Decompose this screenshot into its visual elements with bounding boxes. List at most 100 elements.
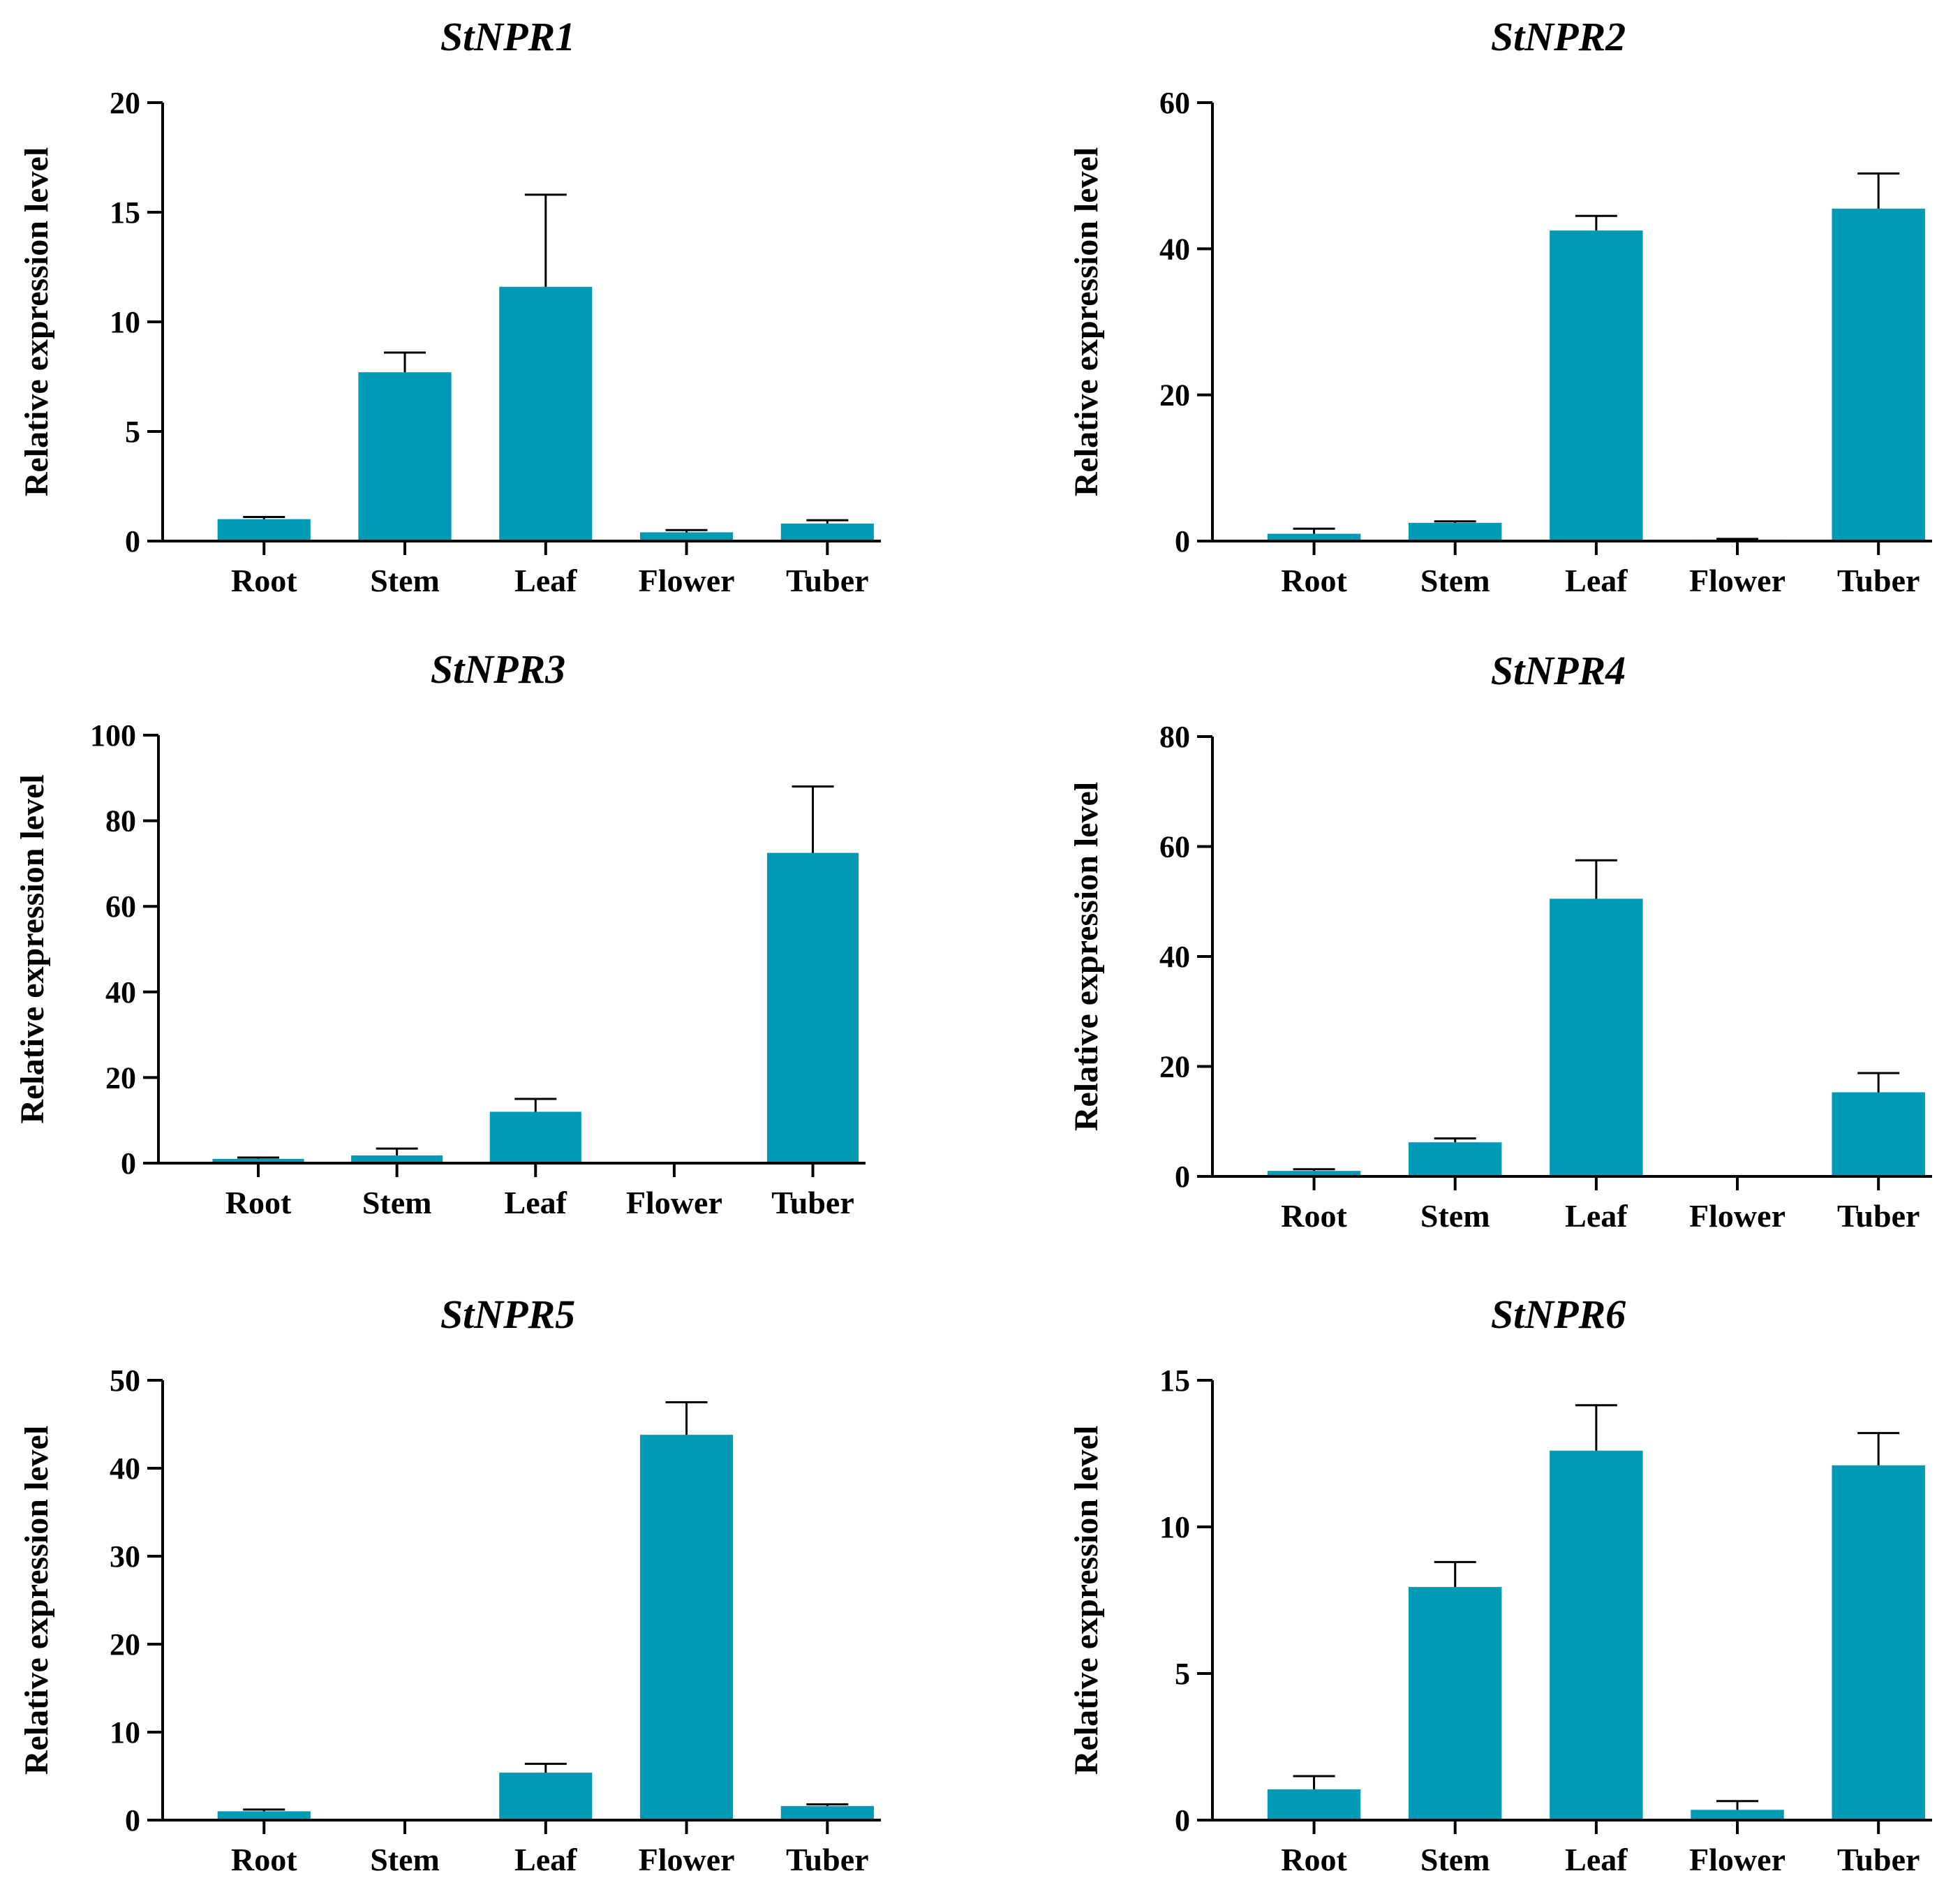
x-tick-label: Stem xyxy=(362,1185,432,1220)
x-tick-label: Leaf xyxy=(1565,1198,1628,1234)
bar-tuber xyxy=(780,523,874,541)
x-tick-label: Stem xyxy=(370,563,440,598)
y-axis-label: Relative expression level xyxy=(18,147,55,496)
chart-title: StNPR5 xyxy=(440,1292,575,1337)
y-tick-label: 10 xyxy=(110,305,140,339)
x-tick-label: Root xyxy=(225,1185,292,1220)
x-tick-label: Root xyxy=(231,1842,297,1877)
bar-leaf xyxy=(489,1111,581,1163)
y-tick-label: 60 xyxy=(1159,830,1190,864)
x-tick-label: Tuber xyxy=(771,1185,854,1220)
x-tick-label: Root xyxy=(1281,1842,1347,1877)
bar-tuber xyxy=(780,1805,874,1820)
bar-flower xyxy=(1691,1810,1784,1820)
x-tick-label: Stem xyxy=(370,1842,440,1877)
chart-title: StNPR2 xyxy=(1491,14,1626,59)
bar-root xyxy=(217,1811,311,1820)
bar-root xyxy=(212,1158,304,1163)
y-tick-label: 0 xyxy=(121,1146,136,1181)
x-tick-label: Stem xyxy=(1420,563,1490,598)
y-tick-label: 0 xyxy=(125,1803,140,1838)
x-tick-label: Tuber xyxy=(1837,563,1920,598)
x-tick-label: Leaf xyxy=(514,1842,577,1877)
bar-stem xyxy=(351,1155,443,1163)
bar-leaf xyxy=(499,286,593,541)
y-axis-label: Relative expression level xyxy=(1068,1426,1105,1775)
y-tick-label: 100 xyxy=(90,718,136,753)
x-tick-label: Root xyxy=(1281,1198,1347,1234)
bar-flower xyxy=(639,532,734,541)
bar-tuber xyxy=(1832,1465,1925,1820)
bar-leaf xyxy=(1550,230,1643,541)
x-tick-label: Flower xyxy=(626,1185,722,1220)
bar-root xyxy=(1267,1171,1361,1176)
x-tick-label: Leaf xyxy=(505,1185,567,1220)
y-tick-label: 50 xyxy=(110,1364,140,1398)
y-tick-label: 60 xyxy=(105,889,136,924)
x-tick-label: Tuber xyxy=(786,1842,868,1877)
y-tick-label: 40 xyxy=(105,975,136,1010)
x-tick-label: Stem xyxy=(1420,1198,1490,1234)
chart-title: StNPR6 xyxy=(1491,1292,1626,1337)
y-tick-label: 0 xyxy=(1175,1160,1190,1194)
x-tick-label: Flower xyxy=(1689,563,1785,598)
bar-root xyxy=(1267,1789,1361,1820)
x-tick-label: Tuber xyxy=(1837,1198,1920,1234)
bar-flower xyxy=(639,1435,734,1820)
x-tick-label: Flower xyxy=(639,563,735,598)
y-tick-label: 40 xyxy=(1159,232,1190,266)
chart-title: StNPR1 xyxy=(440,14,575,59)
x-tick-label: Flower xyxy=(1689,1198,1785,1234)
y-tick-label: 15 xyxy=(110,195,140,230)
y-axis-label: Relative expression level xyxy=(14,774,51,1123)
y-tick-label: 40 xyxy=(1159,940,1190,974)
bar-leaf xyxy=(1550,1450,1643,1820)
bar-leaf xyxy=(499,1772,593,1820)
chart-panel-1: StNPR1 Relative expression level 0 5 10 15 20 R… xyxy=(18,14,881,598)
bar-stem xyxy=(1408,1587,1502,1820)
bar-stem xyxy=(1408,1142,1502,1176)
bar-leaf xyxy=(1550,899,1643,1176)
bar-stem xyxy=(1408,522,1502,541)
chart-panel-3: StNPR3 Relative expression level 0 20 40 60 80… xyxy=(14,646,866,1220)
y-tick-label: 15 xyxy=(1159,1364,1190,1398)
y-tick-label: 60 xyxy=(1159,86,1190,120)
y-tick-label: 10 xyxy=(110,1715,140,1750)
y-tick-label: 0 xyxy=(125,524,140,559)
x-tick-label: Tuber xyxy=(786,563,868,598)
chart-panel-4: StNPR4 Relative expression level 0 20 40 60 80… xyxy=(1068,648,1932,1234)
x-tick-label: Root xyxy=(1281,563,1347,598)
bar-tuber xyxy=(1832,208,1925,541)
y-tick-label: 20 xyxy=(110,86,140,120)
y-tick-label: 20 xyxy=(110,1627,140,1662)
y-tick-label: 0 xyxy=(1175,524,1190,559)
y-tick-label: 80 xyxy=(105,804,136,838)
bar-root xyxy=(217,519,311,541)
x-tick-label: Leaf xyxy=(514,563,577,598)
chart-panel-2: StNPR2 Relative expression level 0 20 40 60 Ro… xyxy=(1068,14,1932,598)
x-tick-label: Root xyxy=(231,563,297,598)
y-tick-label: 5 xyxy=(125,415,140,449)
y-axis-label: Relative expression level xyxy=(18,1426,55,1775)
chart-title: StNPR4 xyxy=(1491,648,1626,693)
y-axis-label: Relative expression level xyxy=(1068,782,1105,1131)
bar-root xyxy=(1267,533,1361,541)
bar-tuber xyxy=(766,852,859,1163)
x-tick-label: Flower xyxy=(1689,1842,1785,1877)
y-axis-label: Relative expression level xyxy=(1068,147,1105,496)
y-tick-label: 40 xyxy=(110,1451,140,1486)
x-tick-label: Tuber xyxy=(1837,1842,1920,1877)
chart-title: StNPR3 xyxy=(431,646,565,692)
y-tick-label: 0 xyxy=(1175,1803,1190,1838)
y-tick-label: 30 xyxy=(110,1539,140,1574)
bar-tuber xyxy=(1832,1092,1925,1176)
y-tick-label: 10 xyxy=(1159,1510,1190,1544)
y-tick-label: 80 xyxy=(1159,720,1190,754)
y-tick-label: 20 xyxy=(105,1061,136,1095)
bar-stem xyxy=(358,372,452,541)
chart-panel-6: StNPR6 Relative expression level 0 5 10 15 Roo… xyxy=(1068,1292,1932,1877)
x-tick-label: Leaf xyxy=(1565,1842,1628,1877)
y-tick-label: 20 xyxy=(1159,378,1190,413)
y-tick-label: 20 xyxy=(1159,1050,1190,1084)
